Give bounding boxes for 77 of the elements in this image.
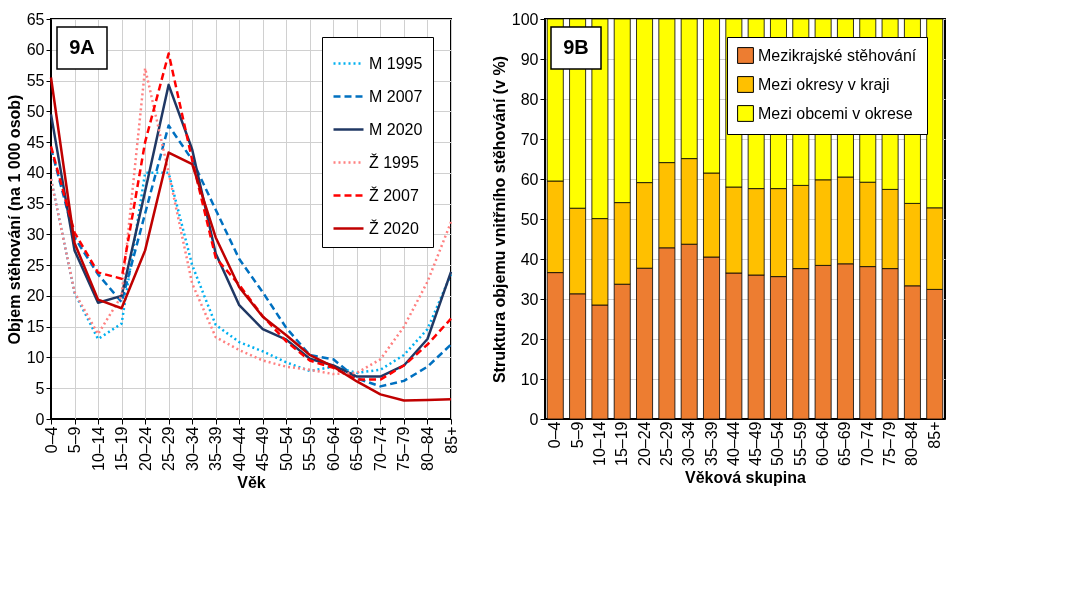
x-tick-label: 20–24 xyxy=(136,426,154,471)
y-tick-label: 0 xyxy=(529,410,539,428)
legend-label: Mezikrajské stěhování xyxy=(758,46,917,64)
x-tick-label: 55–59 xyxy=(791,421,809,466)
y-tick-label: 10 xyxy=(26,348,45,366)
y-tick-label: 100 xyxy=(511,10,539,28)
y-tick-label: 50 xyxy=(26,102,45,120)
x-tick-label: 60–64 xyxy=(324,426,342,471)
x-tick-label: 40–44 xyxy=(724,421,742,466)
x-tick-label: 30–34 xyxy=(183,426,201,471)
y-tick-label: 90 xyxy=(520,50,539,68)
x-tick-label: 0–4 xyxy=(546,421,564,449)
legend-label: Ž 2007 xyxy=(369,185,419,204)
x-tick-label: 85+ xyxy=(442,426,460,454)
y-tick-label: 15 xyxy=(26,318,45,336)
x-tick-label: 70–74 xyxy=(371,426,389,471)
y-tick-label: 25 xyxy=(26,256,45,274)
y-tick-label: 5 xyxy=(35,379,45,397)
x-tick-label: 65–69 xyxy=(836,421,854,466)
annotation: 9A xyxy=(69,36,95,58)
annotation: 9B xyxy=(563,36,589,58)
x-tick-label: 65–69 xyxy=(348,426,366,471)
x-tick-label: 70–74 xyxy=(858,421,876,466)
legend-label: Ž 1995 xyxy=(369,152,419,171)
x-tick-label: 35–39 xyxy=(702,421,720,466)
y-tick-label: 0 xyxy=(35,410,45,428)
x-tick-label: 10–14 xyxy=(590,421,608,466)
x-tick-label: 55–59 xyxy=(301,426,319,471)
y-tick-label: 60 xyxy=(26,41,45,59)
y-axis-title: Objem stěhování (na 1 000 osob) xyxy=(5,94,23,345)
y-tick-label: 30 xyxy=(26,225,45,243)
x-tick-label: 0–4 xyxy=(42,426,60,454)
x-tick-label: 25–29 xyxy=(657,421,675,466)
x-tick-label: 50–54 xyxy=(277,426,295,471)
y-tick-label: 20 xyxy=(520,330,539,348)
y-tick-label: 40 xyxy=(520,250,539,268)
y-tick-label: 70 xyxy=(520,130,539,148)
x-tick-label: 50–54 xyxy=(769,421,787,466)
y-tick-label: 30 xyxy=(520,290,539,308)
y-axis-title: Struktura objemu vnitřního stěhování (v %) xyxy=(490,55,508,384)
x-tick-label: 85+ xyxy=(925,421,943,449)
x-tick-label: 15–19 xyxy=(113,426,131,471)
y-tick-label: 10 xyxy=(520,370,539,388)
x-tick-label: 45–49 xyxy=(254,426,272,471)
line-series xyxy=(49,124,453,388)
x-tick-label: 80–84 xyxy=(418,426,436,471)
y-tick-label: 65 xyxy=(26,10,45,28)
x-tick-label: 40–44 xyxy=(230,426,248,471)
y-tick-label: 55 xyxy=(26,72,45,90)
x-tick-label: 15–19 xyxy=(613,421,631,466)
y-tick-label: 40 xyxy=(26,164,45,182)
x-tick-label: 30–34 xyxy=(680,421,698,466)
x-tick-label: 75–79 xyxy=(881,421,899,466)
y-tick-label: 45 xyxy=(26,133,45,151)
legend-label: M 2020 xyxy=(369,120,423,138)
x-tick-label: 35–39 xyxy=(207,426,225,471)
x-tick-label: 5–9 xyxy=(66,426,84,454)
x-tick-label: 20–24 xyxy=(635,421,653,466)
legend-label: M 1995 xyxy=(369,54,423,72)
x-tick-label: 5–9 xyxy=(568,421,586,449)
x-tick-label: 60–64 xyxy=(814,421,832,466)
y-tick-label: 35 xyxy=(26,195,45,213)
legend-label: Mezi okresy v kraji xyxy=(758,75,890,93)
legend-label: Mezi obcemi v okrese xyxy=(758,104,913,122)
y-tick-label: 80 xyxy=(520,90,539,108)
y-tick-label: 20 xyxy=(26,287,45,305)
y-tick-label: 60 xyxy=(520,170,539,188)
x-axis-title: Věk xyxy=(237,473,266,491)
x-tick-label: 45–49 xyxy=(747,421,765,466)
legend-label: Ž 2020 xyxy=(369,218,419,237)
x-tick-label: 75–79 xyxy=(395,426,413,471)
y-tick-label: 50 xyxy=(520,210,539,228)
x-tick-label: 25–29 xyxy=(160,426,178,471)
x-tick-label: 10–14 xyxy=(89,426,107,471)
x-axis-title: Věková skupina xyxy=(685,468,807,486)
legend-label: M 2007 xyxy=(369,87,423,105)
x-tick-label: 80–84 xyxy=(903,421,921,466)
